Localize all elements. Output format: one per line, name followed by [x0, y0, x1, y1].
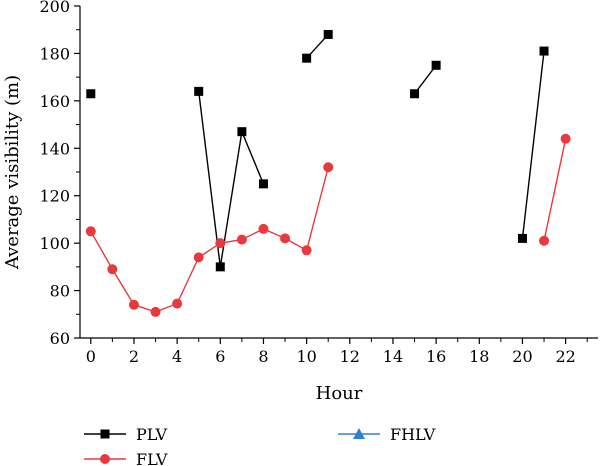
series-line-plv: [413, 64, 437, 95]
legend-label: PLV: [136, 425, 167, 444]
y-tick-label: 80: [50, 282, 70, 301]
data-point-plv: [258, 179, 268, 189]
data-point-plv: [539, 46, 549, 56]
series-line-flv: [543, 138, 567, 241]
legend-marker: [100, 429, 110, 439]
data-point-plv: [215, 262, 225, 272]
series-plv: [86, 29, 549, 272]
x-tick-label: 16: [426, 347, 446, 366]
y-tick-label: 200: [39, 0, 70, 16]
data-point-plv: [302, 53, 312, 63]
data-point-flv: [236, 234, 247, 245]
data-point-plv: [323, 29, 333, 39]
legend: PLV FLV FHLV: [84, 425, 436, 466]
data-point-flv: [539, 235, 550, 246]
legend-marker: [353, 428, 365, 439]
data-point-flv: [193, 252, 204, 263]
axes: 0 2 4 6 8 10 12 14 16 18 20 22 60 80 100 120 140 160 180 20…: [39, 0, 598, 366]
y-tick-label: 140: [39, 139, 70, 158]
x-tick-label: 14: [383, 347, 403, 366]
data-point-flv: [85, 226, 96, 237]
x-tick-label: 0: [86, 347, 96, 366]
y-tick-label: 180: [39, 44, 70, 63]
x-tick-label: 10: [296, 347, 316, 366]
data-point-flv: [172, 298, 183, 309]
series-layer: [85, 29, 571, 317]
data-point-flv: [107, 264, 118, 275]
data-point-plv: [86, 89, 96, 99]
series-line-plv: [521, 50, 545, 239]
legend-label: FHLV: [390, 425, 436, 444]
data-point-plv: [194, 86, 204, 96]
legend-item-flv: FLV: [84, 450, 168, 466]
data-point-flv: [258, 223, 269, 234]
data-point-flv: [323, 162, 334, 173]
x-tick-label: 18: [469, 347, 489, 366]
data-point-plv: [237, 127, 247, 137]
series-line-flv: [90, 167, 329, 313]
x-tick-label: 6: [215, 347, 225, 366]
legend-marker: [100, 454, 110, 464]
x-tick-label: 8: [258, 347, 268, 366]
x-tick-label: 12: [340, 347, 360, 366]
legend-item-plv: PLV: [84, 425, 167, 444]
x-axis-title: Hour: [316, 383, 363, 404]
y-tick-label: 120: [39, 187, 70, 206]
data-point-flv: [301, 245, 312, 256]
y-tick-label: 160: [39, 92, 70, 111]
data-point-flv: [280, 233, 291, 244]
series-line-plv: [198, 91, 265, 267]
x-tick-label: 20: [512, 347, 532, 366]
x-tick-label: 22: [555, 347, 575, 366]
data-point-flv: [128, 299, 139, 310]
x-tick-label: 2: [129, 347, 139, 366]
y-tick-label: 60: [50, 329, 70, 348]
data-point-flv: [215, 238, 226, 249]
series-flv: [85, 133, 571, 317]
data-point-flv: [560, 133, 571, 144]
legend-item-fhlv: FHLV: [338, 425, 436, 444]
data-point-plv: [517, 233, 527, 243]
data-point-flv: [150, 306, 161, 317]
legend-label: FLV: [136, 450, 168, 466]
data-point-plv: [410, 89, 420, 99]
data-point-plv: [431, 60, 441, 70]
y-tick-label: 100: [39, 234, 70, 253]
y-axis-title: Average visibility (m): [2, 75, 23, 270]
x-tick-label: 4: [172, 347, 182, 366]
